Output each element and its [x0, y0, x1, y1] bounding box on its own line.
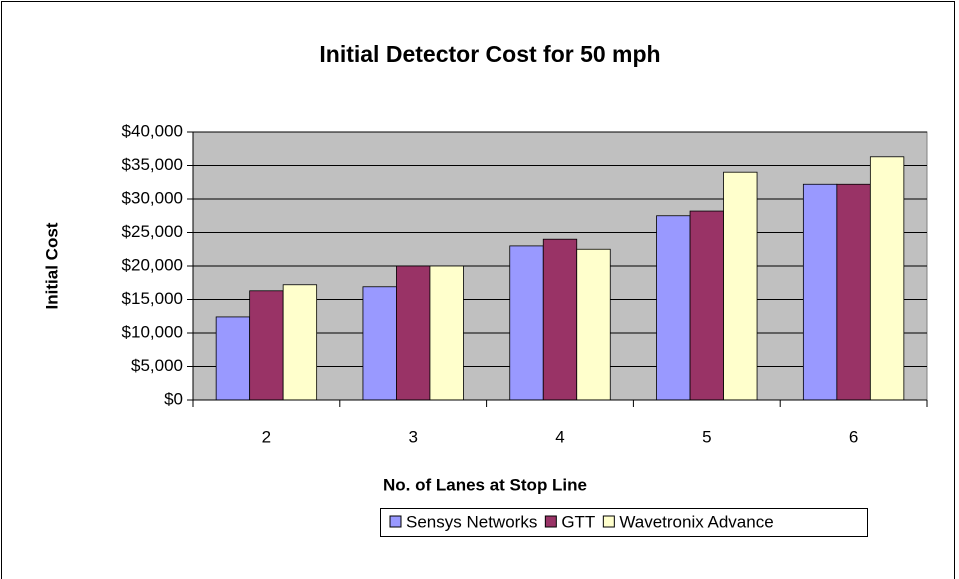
x-tick-label: 3 [408, 427, 417, 446]
bar [429, 265, 464, 401]
legend-swatch [389, 515, 402, 528]
bar [396, 265, 431, 401]
legend-label: GTT [561, 512, 595, 531]
bar [656, 215, 691, 401]
y-tick-label: $35,000 [122, 155, 183, 174]
y-tick-label: $0 [164, 389, 183, 408]
legend-swatch [602, 515, 615, 528]
legend-label: Wavetronix Advance [619, 512, 773, 531]
y-tick-label: $15,000 [122, 289, 183, 308]
x-axis-label: No. of Lanes at Stop Line [383, 475, 587, 494]
y-tick-label: $30,000 [122, 188, 183, 207]
legend-label: Sensys Networks [406, 512, 537, 531]
bar [542, 238, 578, 401]
bar [576, 248, 611, 401]
x-tick-label: 6 [849, 427, 858, 446]
bar [723, 171, 758, 401]
bar [249, 290, 284, 401]
chart-title: Initial Detector Cost for 50 mph [319, 41, 660, 67]
bar [689, 210, 724, 401]
legend [380, 508, 868, 537]
y-axis-label: Initial Cost [42, 222, 61, 309]
bar [362, 286, 397, 401]
bar [869, 156, 905, 401]
y-tick-label: $5,000 [131, 356, 183, 375]
y-tick-label: $10,000 [122, 322, 183, 341]
bar [509, 245, 544, 401]
x-tick-label: 5 [702, 427, 711, 446]
bar [802, 183, 838, 401]
bar [836, 183, 871, 401]
y-tick-label: $25,000 [122, 222, 183, 241]
x-tick-label: 4 [555, 427, 564, 446]
x-tick-label: 2 [262, 427, 271, 446]
bar [282, 284, 318, 401]
y-tick-label: $20,000 [122, 255, 183, 274]
legend-swatch [544, 515, 557, 528]
y-tick-label: $40,000 [122, 121, 183, 140]
bar [215, 316, 251, 401]
